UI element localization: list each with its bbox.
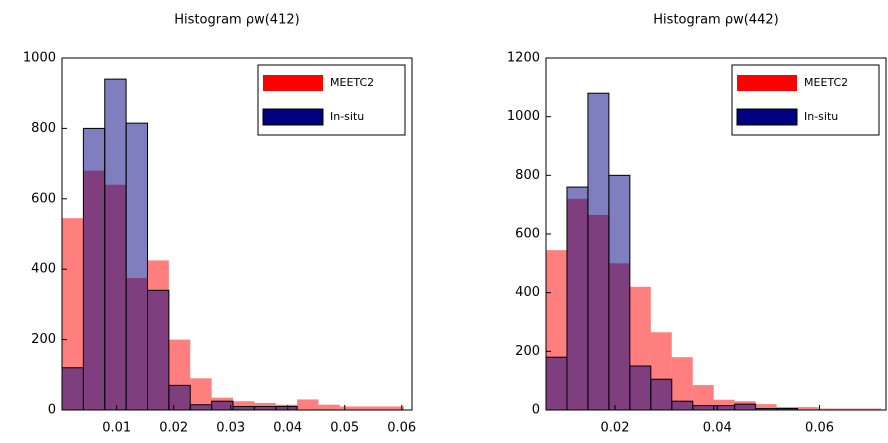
legend-label: In-situ <box>804 110 838 123</box>
x-tick-label: 0.05 <box>330 421 359 436</box>
legend-swatch <box>736 108 798 126</box>
y-tick-label: 1000 <box>507 109 540 124</box>
y-tick-label: 600 <box>515 227 540 242</box>
legend-swatch <box>262 108 324 126</box>
bar <box>82 127 106 411</box>
bar <box>839 408 861 410</box>
bar <box>608 174 631 411</box>
bar <box>168 384 191 411</box>
bar <box>692 385 714 410</box>
bar <box>253 405 277 411</box>
bar <box>713 399 735 410</box>
bar <box>545 356 568 411</box>
x-tick-label: 0.04 <box>703 421 732 436</box>
bar <box>318 404 340 410</box>
bar <box>233 401 255 410</box>
bar <box>692 405 715 411</box>
bar <box>125 122 149 411</box>
bar <box>339 406 362 410</box>
bar <box>650 378 673 411</box>
y-tick-label: 800 <box>31 121 56 136</box>
bar <box>190 378 212 410</box>
y-tick-label: 1000 <box>23 51 56 66</box>
legend-swatch <box>737 75 797 91</box>
bar <box>566 186 589 411</box>
y-tick-label: 400 <box>31 262 56 277</box>
y-tick-label: 0 <box>48 403 56 418</box>
bar <box>860 408 882 410</box>
bar <box>587 92 610 411</box>
bar <box>382 406 405 410</box>
bar <box>189 404 213 411</box>
bar <box>275 405 298 411</box>
legend-label: MEETC2 <box>330 76 374 89</box>
legend-label: MEETC2 <box>804 76 848 89</box>
y-tick-label: 400 <box>515 285 540 300</box>
x-tick-label: 0.01 <box>102 421 131 436</box>
bar <box>818 408 840 410</box>
y-tick-label: 800 <box>515 168 540 183</box>
legend-swatch <box>263 75 323 91</box>
bar <box>61 367 84 411</box>
chart-title: Histogram ρw(442) <box>653 13 778 28</box>
bar <box>361 406 383 410</box>
y-tick-label: 600 <box>31 191 56 206</box>
chart-title: Histogram ρw(412) <box>174 13 299 28</box>
bar <box>671 400 694 411</box>
bar <box>104 78 127 411</box>
x-tick-label: 0.04 <box>273 421 302 436</box>
bar <box>232 405 255 411</box>
plot-frame <box>61 57 413 411</box>
bar <box>147 289 170 411</box>
y-tick-label: 200 <box>31 332 56 347</box>
bar <box>797 407 819 410</box>
bar <box>297 399 319 410</box>
bar <box>211 400 234 411</box>
bar <box>755 404 777 410</box>
x-tick-label: 0.06 <box>805 421 834 436</box>
bar <box>629 365 652 411</box>
x-tick-label: 0.02 <box>601 421 630 436</box>
x-tick-label: 0.06 <box>387 421 416 436</box>
y-tick-label: 200 <box>515 344 540 359</box>
y-tick-label: 0 <box>532 403 540 418</box>
x-tick-label: 0.03 <box>216 421 245 436</box>
bar <box>734 403 757 411</box>
y-tick-label: 1200 <box>507 51 540 66</box>
x-tick-label: 0.02 <box>159 421 188 436</box>
bar <box>62 218 84 410</box>
bar <box>671 357 693 410</box>
legend-label: In-situ <box>330 110 364 123</box>
